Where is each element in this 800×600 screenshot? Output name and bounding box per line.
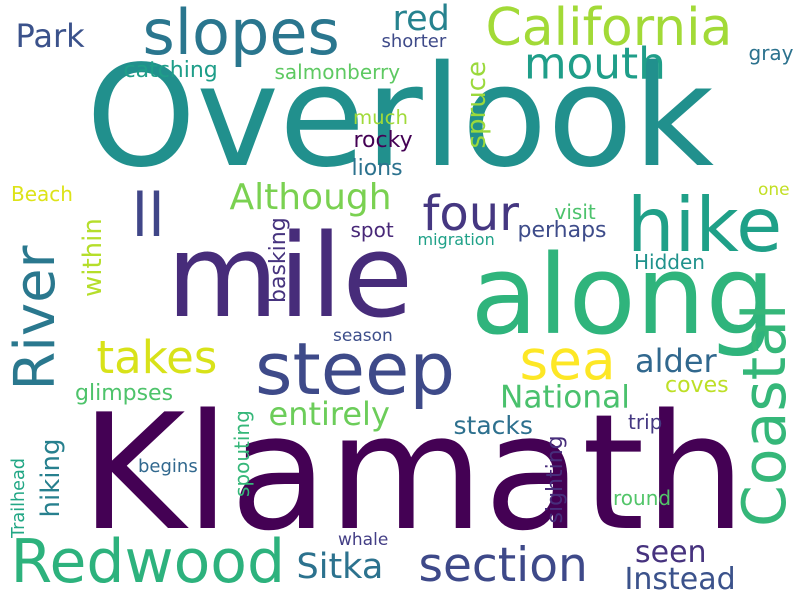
word-season: season xyxy=(333,326,393,346)
word-along: along xyxy=(470,231,776,359)
word-california: California xyxy=(485,0,733,58)
word-four: four xyxy=(422,186,519,242)
word-stacks: stacks xyxy=(453,411,533,440)
word-national: National xyxy=(500,379,630,416)
word-section: section xyxy=(418,538,588,593)
word-river: River xyxy=(3,245,68,391)
word-shorter: shorter xyxy=(381,31,447,52)
word-rocky: rocky xyxy=(353,128,413,153)
word-steep: steep xyxy=(255,327,456,411)
word-catching: catching xyxy=(123,58,218,83)
word-spruce: spruce xyxy=(462,60,492,149)
word-mile: mile xyxy=(166,210,414,344)
word-visit: visit xyxy=(554,200,596,224)
word-redwood: Redwood xyxy=(10,527,286,597)
word-begins: begins xyxy=(138,456,198,477)
word-spot: spot xyxy=(350,218,394,242)
word-seen: seen xyxy=(635,535,707,570)
word-slopes: slopes xyxy=(142,0,340,69)
word-basking: basking xyxy=(266,217,291,303)
word-sitka: Sitka xyxy=(296,547,384,587)
word-hiking: hiking xyxy=(36,438,66,518)
word-hidden: Hidden xyxy=(634,250,705,274)
word-lions: lions xyxy=(351,156,403,181)
word-whale: whale xyxy=(338,530,389,550)
word-coves: coves xyxy=(665,373,729,398)
word-although: Although xyxy=(229,177,392,218)
word-glimpses: glimpses xyxy=(75,381,174,406)
word-spouting: spouting xyxy=(230,410,254,497)
word-entirely: entirely xyxy=(268,395,390,433)
word-klamath: Klamath xyxy=(80,379,746,566)
word-overlook: Overlook xyxy=(86,36,715,199)
word-migration: migration xyxy=(417,230,495,249)
word-red: red xyxy=(392,0,450,39)
word-mouth: mouth xyxy=(524,38,666,90)
word-park: Park xyxy=(15,17,85,55)
word-alder: alder xyxy=(635,342,717,380)
word-perhaps: perhaps xyxy=(517,218,607,243)
word-round: round xyxy=(613,486,672,510)
word-gray: gray xyxy=(748,41,794,65)
word-hike: hike xyxy=(627,181,783,269)
word-sea: sea xyxy=(519,328,616,392)
word-salmonberry: salmonberry xyxy=(274,60,401,84)
word-instead: Instead xyxy=(624,562,736,597)
word-much: much xyxy=(353,106,408,129)
word-beach: Beach xyxy=(11,182,73,206)
word-sighting: sighting xyxy=(543,435,568,524)
word-within: within xyxy=(78,218,108,297)
word-coastal: Coastal xyxy=(730,303,800,527)
word-ll: ll xyxy=(131,181,165,251)
word-trailhead: Trailhead xyxy=(9,458,29,538)
word-takes: takes xyxy=(96,331,218,384)
word-one: one xyxy=(758,180,790,200)
word-trip: trip xyxy=(628,410,663,434)
